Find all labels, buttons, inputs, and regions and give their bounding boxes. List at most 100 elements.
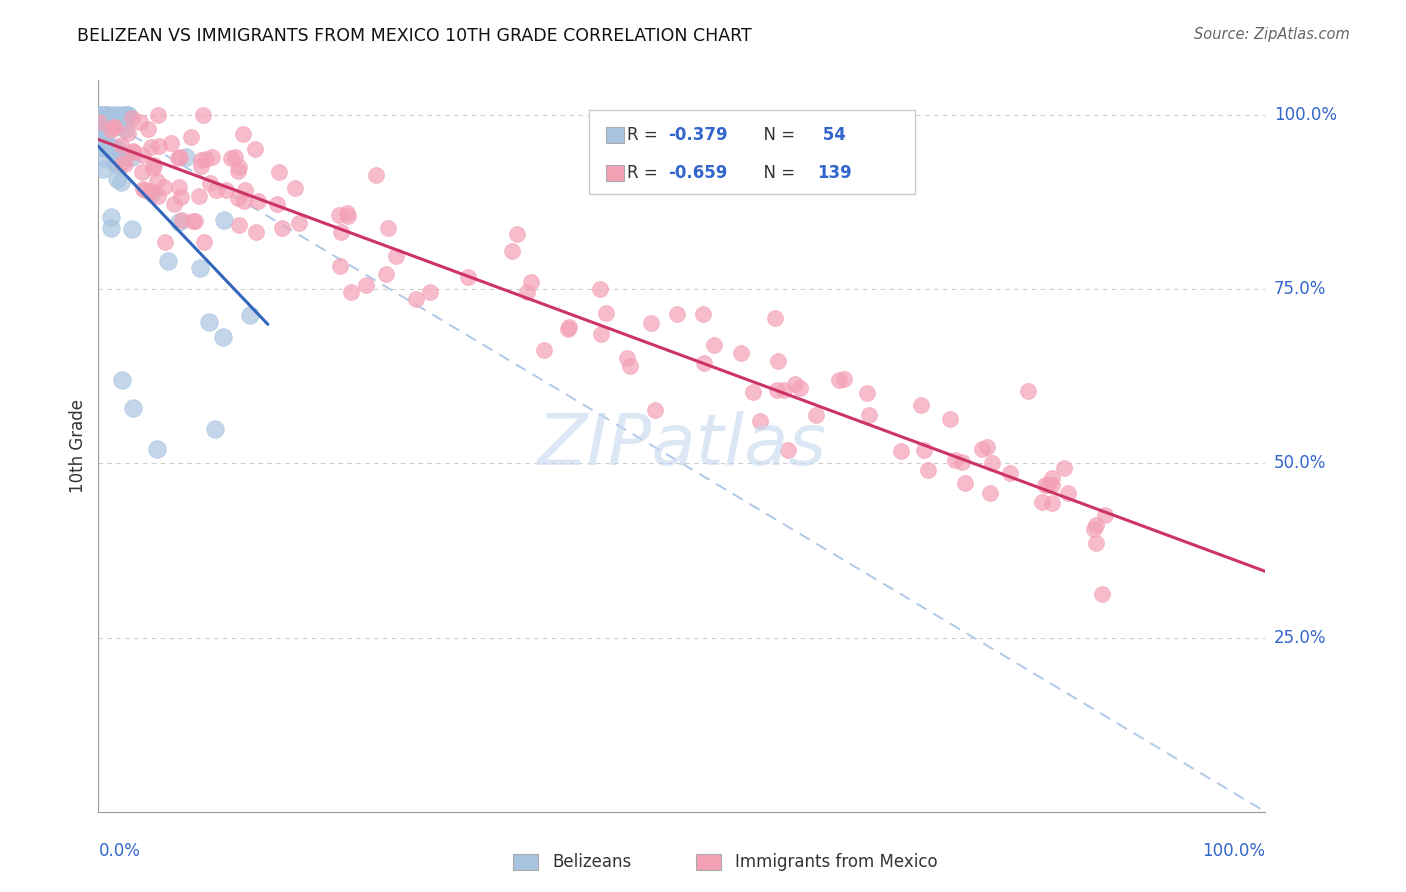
Point [100, 220, 122, 235]
Point [765, 383, 787, 397]
Point [215, 183, 238, 197]
Point [187, 189, 209, 203]
Point [910, 398, 932, 412]
Point [121, 145, 143, 159]
Point [806, 409, 828, 423]
Point [1094, 508, 1116, 523]
Point [94, 137, 117, 152]
Point [1033, 478, 1056, 492]
Point [141, 161, 163, 175]
Point [1036, 477, 1059, 491]
Point [167, 215, 190, 229]
Point [419, 285, 441, 300]
Point [981, 456, 1004, 470]
Point [93, 151, 115, 165]
Point [939, 412, 962, 426]
Point [212, 330, 235, 344]
Point [195, 152, 218, 166]
Point [1052, 461, 1074, 475]
Point [354, 278, 377, 293]
Point [692, 307, 714, 321]
Point [271, 221, 294, 235]
Point [742, 385, 765, 400]
Point [233, 183, 256, 197]
Text: Immigrants from Mexico: Immigrants from Mexico [735, 853, 938, 871]
Point [111, 156, 134, 170]
Point [385, 249, 408, 263]
Point [190, 260, 212, 275]
Point [128, 114, 150, 128]
Point [589, 327, 612, 342]
Point [917, 462, 939, 476]
Point [226, 191, 249, 205]
Point [103, 120, 125, 134]
Point [457, 270, 479, 285]
Point [855, 386, 877, 401]
Point [364, 168, 387, 182]
Point [232, 127, 254, 141]
Point [828, 373, 851, 387]
Bar [589, 110, 915, 194]
Point [772, 383, 794, 397]
Point [143, 158, 166, 172]
Point [96, 108, 118, 122]
Point [955, 476, 977, 491]
Point [87, 108, 110, 122]
Point [100, 123, 122, 137]
Point [783, 376, 806, 391]
Point [174, 150, 197, 164]
Point [340, 285, 363, 300]
Text: 50.0%: 50.0% [1274, 454, 1326, 473]
Point [107, 148, 129, 162]
Point [105, 141, 128, 155]
Point [181, 214, 204, 228]
Point [96, 108, 118, 122]
Point [219, 151, 242, 165]
Point [533, 343, 555, 358]
Point [121, 150, 143, 164]
Point [91, 113, 114, 128]
Point [506, 227, 529, 241]
Point [950, 455, 973, 469]
Point [87, 137, 110, 152]
Point [912, 442, 935, 457]
Point [139, 185, 162, 199]
Text: 100.0%: 100.0% [1274, 106, 1337, 124]
Text: BELIZEAN VS IMMIGRANTS FROM MEXICO 10TH GRADE CORRELATION CHART: BELIZEAN VS IMMIGRANTS FROM MEXICO 10TH … [77, 27, 752, 45]
Point [595, 306, 617, 320]
Point [890, 443, 912, 458]
Point [114, 150, 136, 164]
Point [328, 208, 350, 222]
Text: -0.379: -0.379 [669, 126, 728, 144]
Point [329, 260, 352, 274]
Point [972, 442, 994, 457]
Point [146, 442, 169, 457]
Point [266, 197, 288, 211]
Point [405, 292, 427, 306]
Text: Source: ZipAtlas.com: Source: ZipAtlas.com [1194, 27, 1350, 42]
Point [132, 182, 155, 196]
Point [97, 118, 120, 132]
Point [111, 108, 134, 122]
Text: R =: R = [627, 126, 662, 144]
Point [200, 177, 222, 191]
Point [131, 165, 153, 179]
Point [108, 119, 131, 133]
Point [766, 354, 789, 368]
Point [169, 190, 191, 204]
Point [619, 359, 641, 373]
Point [100, 210, 122, 224]
Text: N =: N = [752, 126, 800, 144]
Text: R =: R = [627, 163, 662, 182]
Point [644, 403, 666, 417]
Point [139, 186, 162, 200]
Point [979, 486, 1001, 500]
Point [204, 183, 226, 197]
Point [201, 150, 224, 164]
Point [170, 213, 193, 227]
Point [558, 320, 581, 334]
Point [329, 226, 352, 240]
Point [157, 253, 180, 268]
Point [640, 316, 662, 330]
Point [132, 148, 155, 162]
